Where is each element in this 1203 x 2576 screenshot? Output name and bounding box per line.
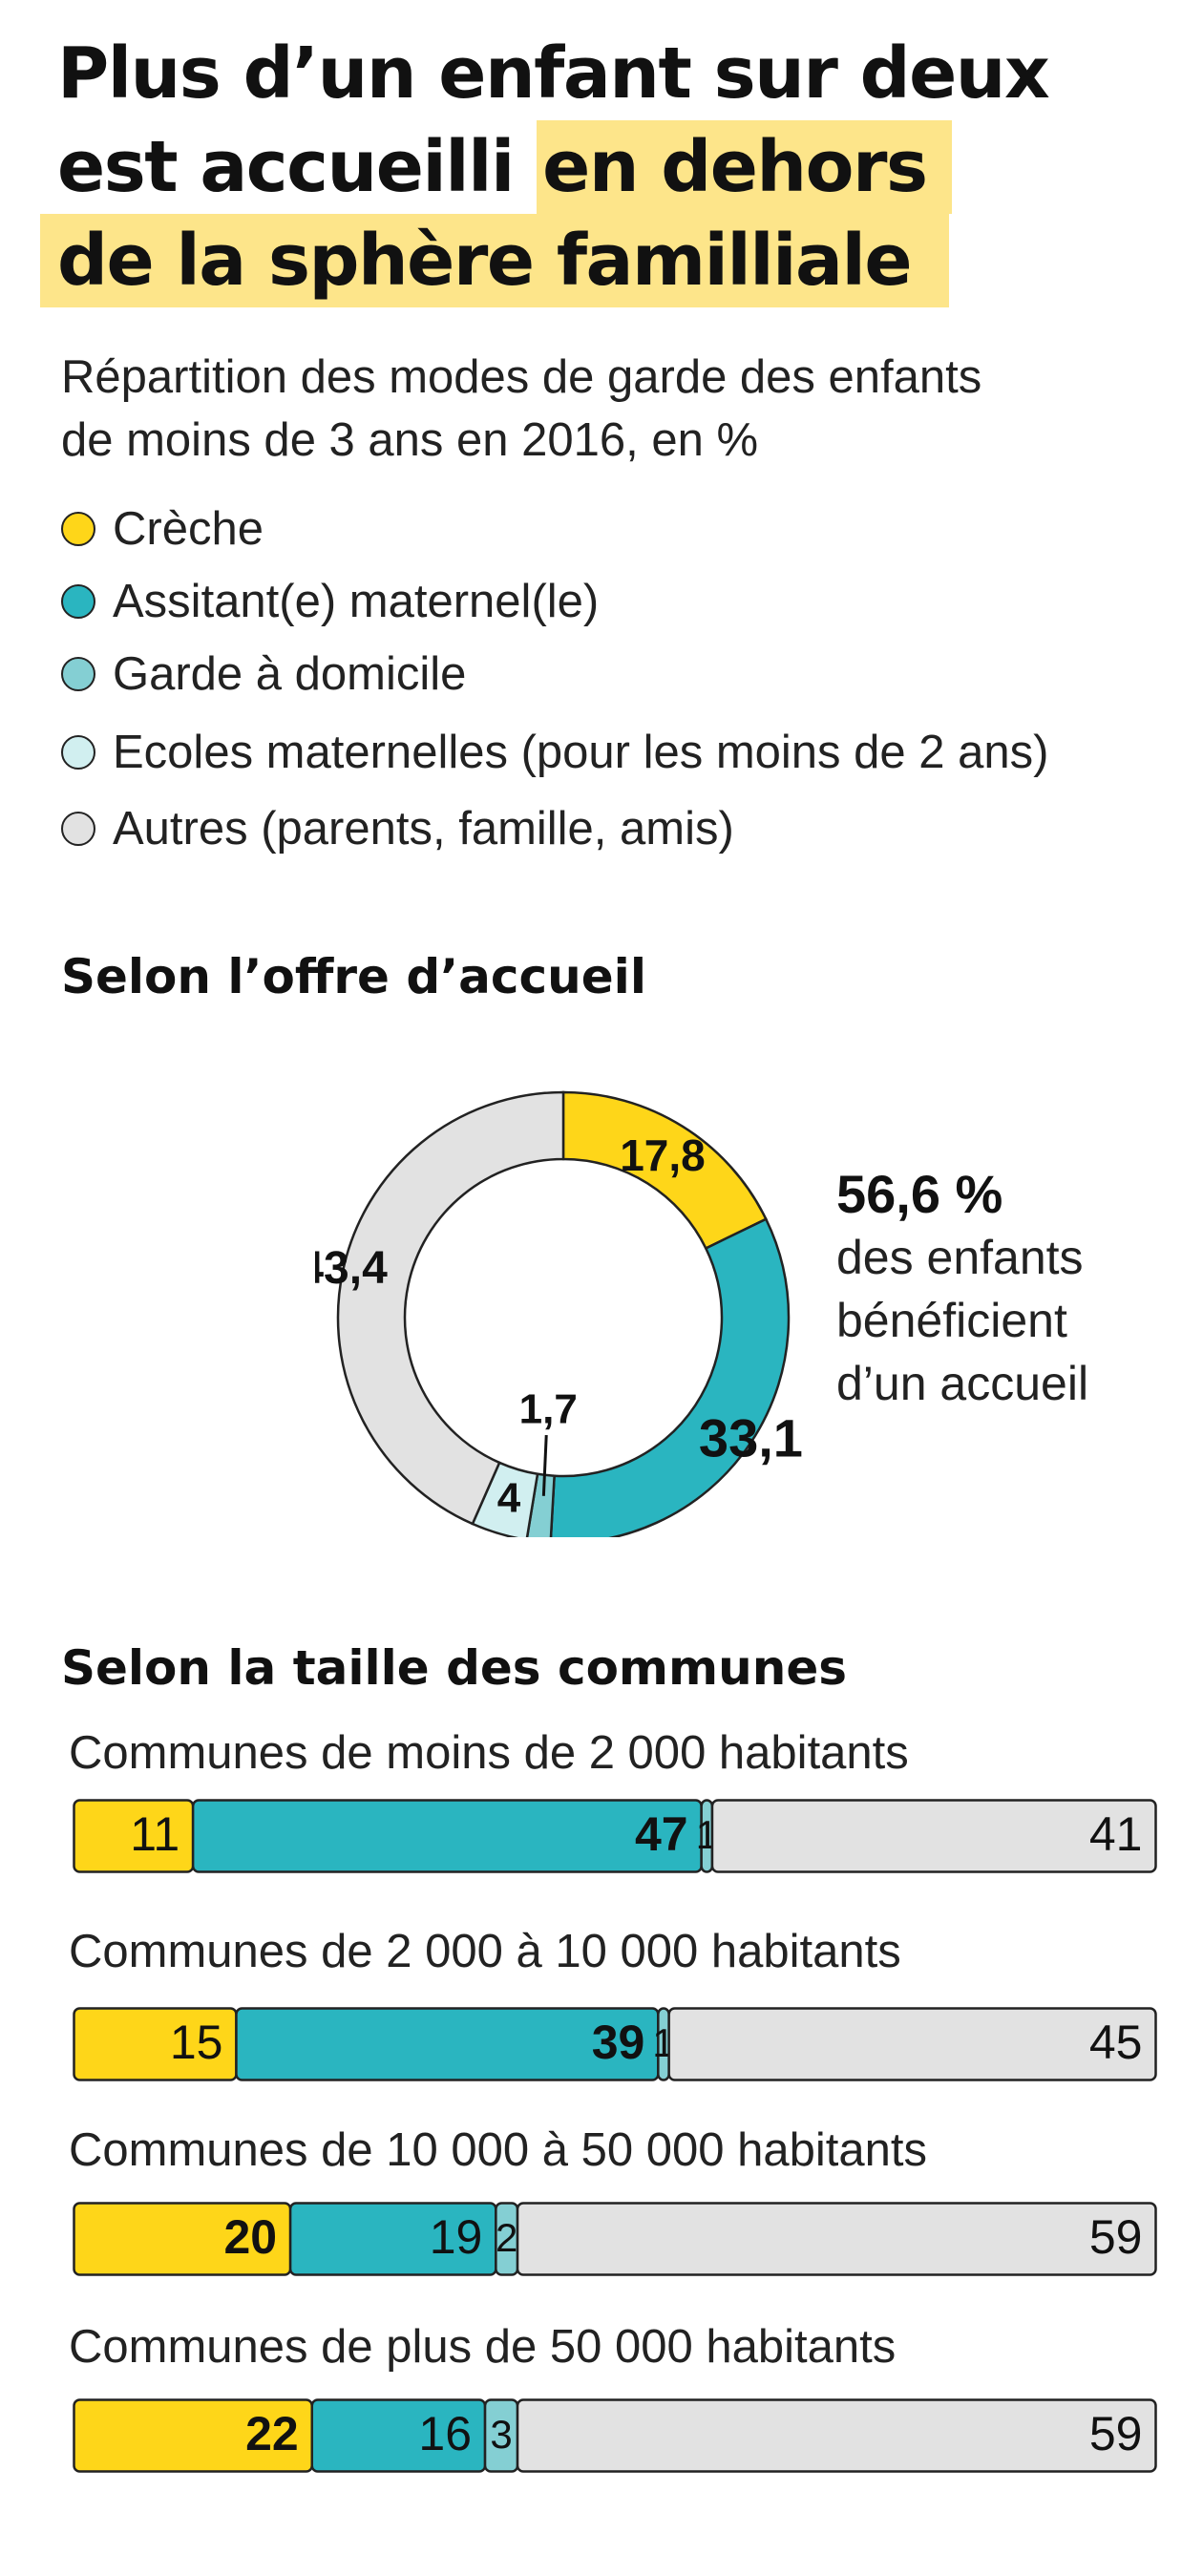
legend-swatch-ecoles: [61, 735, 95, 770]
donut-label-4: 43,4: [315, 1243, 388, 1294]
legend-item-autres: Autres (parents, famille, amis): [61, 800, 734, 857]
title-line-1: Plus d’un enfant sur deux: [57, 38, 1050, 109]
legend-item-ecoles: Ecoles maternelles (pour les moins de 2 …: [61, 724, 1048, 781]
donut-slice-1: [549, 1217, 791, 1537]
donut-label-1: 33,1: [699, 1408, 803, 1468]
callout-value: 56,6 %: [836, 1164, 1003, 1224]
section-title-offre: Selon l’offre d’accueil: [61, 949, 646, 1004]
bar-2-segment-3: [516, 2202, 1157, 2276]
donut-chart: 17,8 33,1 4 43,4 1,7: [315, 1090, 803, 1537]
bar-1-value-1: 39: [592, 2016, 645, 2069]
bar-0-value-1: 47: [635, 1807, 688, 1861]
section-title-communes: Selon la taille des communes: [61, 1640, 847, 1696]
bar-2-value-0: 20: [223, 2210, 277, 2264]
bar-label-3: Communes de plus de 50 000 habitants: [69, 2321, 897, 2373]
legend-item-assistant: Assitant(e) maternel(le): [61, 573, 599, 630]
subtitle-line-2: de moins de 3 ans en 2016, en %: [61, 414, 759, 466]
legend-label-creche: Crèche: [113, 503, 264, 555]
bar-2-value-3: 59: [1089, 2210, 1143, 2264]
bar-0-value-0: 11: [130, 1807, 179, 1861]
subtitle-line-1: Répartition des modes de garde des enfan…: [61, 351, 982, 403]
bar-2-value-2: 2: [496, 2215, 517, 2260]
subtitle: Répartition des modes de garde des enfan…: [61, 346, 981, 472]
legend-label-garde: Garde à domicile: [113, 648, 467, 700]
title-line-3: de la sphère familliale: [40, 214, 950, 307]
title-line-2: est accueilli en dehors: [57, 120, 952, 214]
stacked-bar-1: 15 39 1 45: [73, 2007, 1157, 2081]
donut-slice-4: [336, 1090, 565, 1526]
legend-item-creche: Crèche: [61, 500, 264, 558]
bar-label-1: Communes de 2 000 à 10 000 habitants: [69, 1926, 901, 1977]
bar-label-0: Communes de moins de 2 000 habitants: [69, 1727, 909, 1779]
bar-label-2: Communes de 10 000 à 50 000 habitants: [69, 2124, 927, 2176]
title-highlight-2: en dehors: [537, 120, 952, 214]
legend-label-ecoles: Ecoles maternelles (pour les moins de 2 …: [113, 727, 1049, 778]
bar-3-value-2: 3: [490, 2412, 512, 2457]
legend-swatch-autres: [61, 812, 95, 846]
bar-0-segment-3: [710, 1799, 1157, 1873]
bar-0-value-3: 41: [1089, 1807, 1143, 1861]
bar-3-segment-3: [516, 2398, 1157, 2473]
title-text-1: Plus d’un enfant sur deux: [57, 32, 1050, 115]
title-text-2: est accueilli: [57, 126, 538, 208]
donut-label-0: 17,8: [620, 1130, 706, 1180]
callout-line-2: bénéficient: [836, 1294, 1067, 1347]
donut-label-2: 1,7: [519, 1386, 578, 1433]
bar-2-value-1: 19: [430, 2210, 483, 2264]
bar-1-value-3: 45: [1089, 2016, 1143, 2069]
bar-1-segment-3: [667, 2007, 1157, 2081]
callout: 56,6 % des enfants bénéficient d’un accu…: [836, 1163, 1088, 1415]
donut-label-3: 4: [497, 1474, 521, 1521]
bar-0-segment-1: [191, 1799, 703, 1873]
legend-swatch-garde: [61, 657, 95, 691]
bar-1-value-0: 15: [170, 2016, 223, 2069]
bar-3-value-1: 16: [418, 2407, 472, 2460]
callout-line-1: des enfants: [836, 1231, 1084, 1284]
bar-3-value-3: 59: [1089, 2407, 1143, 2460]
bar-3-value-0: 22: [245, 2407, 299, 2460]
legend-item-garde: Garde à domicile: [61, 645, 466, 703]
legend-swatch-assistant: [61, 584, 95, 619]
stacked-bar-2: 20 19 2 59: [73, 2202, 1157, 2276]
callout-line-3: d’un accueil: [836, 1357, 1089, 1410]
stacked-bar-3: 22 16 3 59: [73, 2398, 1157, 2473]
legend-label-autres: Autres (parents, famille, amis): [113, 803, 734, 855]
legend-label-assistant: Assitant(e) maternel(le): [113, 576, 600, 627]
title-highlight-3: de la sphère familliale: [40, 214, 950, 307]
legend-swatch-creche: [61, 512, 95, 546]
donut-leader-2: [541, 1434, 548, 1496]
stacked-bar-0: 11 47 1 41: [73, 1799, 1157, 1873]
